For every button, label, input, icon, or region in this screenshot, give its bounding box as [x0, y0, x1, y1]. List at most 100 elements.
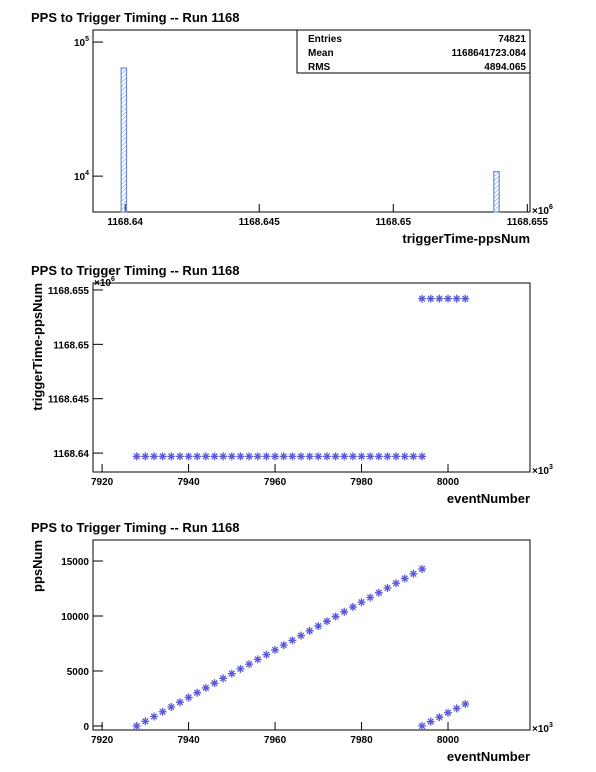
y-tick-label: 1168.645 — [48, 395, 90, 406]
x-multiplier: ×106 — [532, 204, 553, 217]
scatter-point — [184, 693, 193, 702]
histogram-bar — [493, 171, 500, 213]
scatter-point — [444, 708, 453, 717]
x-tick-label: 7920 — [91, 477, 114, 488]
scatter-point — [322, 617, 331, 626]
scatter-point — [236, 664, 245, 673]
scatter-point — [132, 452, 141, 461]
x-tick-label: 7940 — [177, 735, 200, 746]
scatter-point — [141, 452, 150, 461]
scatter-point — [426, 717, 435, 726]
stats-label: RMS — [308, 62, 331, 73]
x-tick-label: 7960 — [264, 477, 287, 488]
scatter-point — [245, 660, 254, 669]
scatter-point — [348, 452, 357, 461]
scatter-point — [288, 636, 297, 645]
scatter-point — [366, 452, 375, 461]
scatter-point — [322, 452, 331, 461]
scatter-point — [461, 294, 470, 303]
scatter-point — [227, 669, 236, 678]
scatter-point — [383, 584, 392, 593]
y-tick-label: 1168.65 — [53, 340, 89, 351]
x-tick-label: 1168.655 — [507, 217, 549, 228]
scatter-point — [167, 702, 176, 711]
scatter-point — [461, 699, 470, 708]
scatter-point — [158, 452, 167, 461]
plot-frame — [92, 539, 531, 731]
scatter-point — [348, 603, 357, 612]
chart-title: PPS to Trigger Timing -- Run 1168 — [31, 263, 240, 278]
scatter-point — [132, 721, 141, 730]
x-tick-label: 8000 — [437, 477, 460, 488]
scatter-point — [374, 452, 383, 461]
x-multiplier: ×103 — [532, 464, 553, 477]
x-tick-label: 1168.645 — [239, 217, 281, 228]
plot-frame — [92, 282, 531, 473]
y-tick-label: 104 — [74, 170, 89, 183]
stats-value: 1168641723.084 — [451, 48, 526, 59]
x-axis-title: eventNumber — [447, 749, 530, 764]
scatter-point — [175, 698, 184, 707]
x-tick-label: 8000 — [437, 735, 460, 746]
scatter-point — [418, 564, 427, 573]
x-tick-label: 7980 — [350, 735, 373, 746]
scatter-point — [296, 452, 305, 461]
y-tick-label: 105 — [74, 36, 89, 49]
scatter-point — [366, 593, 375, 602]
scatter-point — [452, 294, 461, 303]
scatter-point — [288, 452, 297, 461]
scatter-point — [296, 631, 305, 640]
scatter-point — [201, 683, 210, 692]
scatter-point — [175, 452, 184, 461]
y-tick-label: 15000 — [61, 557, 89, 568]
scatter-point — [400, 574, 409, 583]
scatter-point — [210, 452, 219, 461]
scatter-point — [357, 452, 366, 461]
scatter-point — [357, 598, 366, 607]
y-tick-label: 1168.655 — [48, 286, 90, 297]
scatter-point — [426, 294, 435, 303]
stats-value: 4894.065 — [484, 62, 526, 73]
scatter-point — [383, 452, 392, 461]
scatter-point — [271, 645, 280, 654]
scatter-point — [314, 622, 323, 631]
scatter-point — [253, 452, 262, 461]
scatter-point — [418, 294, 427, 303]
scatter-point — [219, 674, 228, 683]
histogram-bar — [120, 67, 128, 213]
scatter-point — [400, 452, 409, 461]
scatter-point — [245, 452, 254, 461]
scatter-point — [409, 569, 418, 578]
y-tick-label: 5000 — [67, 667, 90, 678]
stats-label: Mean — [308, 48, 334, 59]
scatter-point — [201, 452, 210, 461]
scatter-point — [392, 579, 401, 588]
chart-title: PPS to Trigger Timing -- Run 1168 — [31, 10, 240, 25]
scatter-point — [444, 294, 453, 303]
stats-box — [296, 29, 531, 74]
scatter-point — [374, 588, 383, 597]
scatter-point — [227, 452, 236, 461]
stats-label: Entries — [308, 34, 342, 45]
scatter-point — [279, 641, 288, 650]
scatter-point — [236, 452, 245, 461]
scatter-point — [149, 712, 158, 721]
x-tick-label: 7940 — [177, 477, 200, 488]
y-tick-label: 10000 — [61, 612, 89, 623]
scatter-point — [193, 688, 202, 697]
scatter-point — [392, 452, 401, 461]
x-tick-label: 7980 — [350, 477, 373, 488]
scatter-point — [409, 452, 418, 461]
x-multiplier: ×103 — [532, 722, 553, 735]
scatter-point — [279, 452, 288, 461]
scatter-point — [262, 452, 271, 461]
scatter-point — [331, 452, 340, 461]
scatter-point — [435, 713, 444, 722]
x-tick-label: 7920 — [91, 735, 114, 746]
scatter-point — [314, 452, 323, 461]
stats-value: 74821 — [498, 34, 526, 45]
scatter-point — [418, 452, 427, 461]
scatter-point — [435, 294, 444, 303]
scatter-point — [219, 452, 228, 461]
